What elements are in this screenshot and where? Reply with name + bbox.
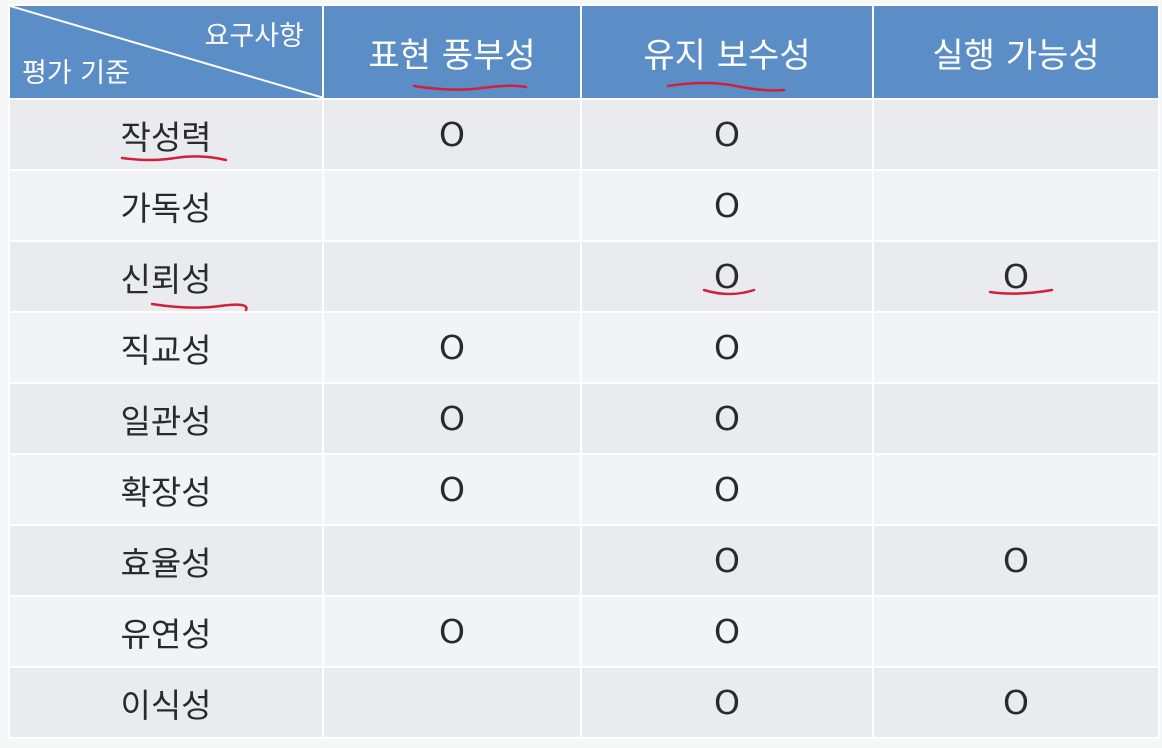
table-row: 일관성 O O <box>8 382 1160 455</box>
row-label: 유연성 <box>120 614 212 654</box>
mark-cell <box>872 169 1160 242</box>
mark-cell: O <box>322 382 582 455</box>
table-row: 신뢰성 O O <box>8 240 1160 313</box>
check-mark: O <box>1003 257 1029 296</box>
mark-cell: O <box>322 311 582 384</box>
column-header-executability: 실행 가능성 <box>872 4 1160 100</box>
row-label: 가독성 <box>120 188 212 228</box>
mark-cell: O <box>580 524 874 597</box>
row-label: 직교성 <box>120 330 212 370</box>
mark-cell: O <box>580 453 874 526</box>
table-row: 효율성 O O <box>8 524 1160 597</box>
column-header-label: 유지 보수성 <box>643 35 811 76</box>
table-row: 작성력 O O <box>8 98 1160 171</box>
mark-cell: O <box>580 311 874 384</box>
mark-cell: O <box>872 240 1160 313</box>
check-mark: O <box>439 470 465 509</box>
mark-cell <box>322 524 582 597</box>
check-mark: O <box>439 115 465 154</box>
check-mark: O <box>439 328 465 367</box>
criteria-matrix-table: 요구사항 평가 기준 표현 풍부성 유지 보수성 실행 가능성 <box>8 4 1160 739</box>
corner-top-label: 요구사항 <box>204 21 304 52</box>
check-mark: O <box>714 186 740 225</box>
check-mark: O <box>714 399 740 438</box>
underline-annotation <box>412 84 528 91</box>
column-header-label: 표현 풍부성 <box>368 35 536 76</box>
row-label: 신뢰성 <box>120 259 212 299</box>
table-row: 확장성 O O <box>8 453 1160 526</box>
check-mark: O <box>714 328 740 367</box>
corner-header-cell: 요구사항 평가 기준 <box>8 4 324 100</box>
mark-cell <box>872 595 1160 668</box>
mark-cell <box>872 311 1160 384</box>
mark-cell <box>322 169 582 242</box>
row-label: 작성력 <box>120 117 212 157</box>
row-label-cell: 작성력 <box>8 98 324 171</box>
check-mark: O <box>714 115 740 154</box>
row-label-cell: 직교성 <box>8 311 324 384</box>
mark-cell <box>872 98 1160 171</box>
check-mark: O <box>1003 683 1029 722</box>
corner-bottom-label: 평가 기준 <box>22 58 130 89</box>
mark-cell <box>872 453 1160 526</box>
row-label: 효율성 <box>120 543 212 583</box>
check-mark: O <box>439 612 465 651</box>
table-row: 직교성 O O <box>8 311 1160 384</box>
mark-cell: O <box>580 666 874 739</box>
column-header-expressiveness: 표현 풍부성 <box>322 4 582 100</box>
row-label-cell: 이식성 <box>8 666 324 739</box>
row-label-cell: 가독성 <box>8 169 324 242</box>
underline-annotation <box>666 81 786 92</box>
row-label-cell: 신뢰성 <box>8 240 324 313</box>
header-row: 요구사항 평가 기준 표현 풍부성 유지 보수성 실행 가능성 <box>8 4 1160 100</box>
check-mark: O <box>714 541 740 580</box>
diagonal-divider <box>11 7 321 97</box>
row-label-cell: 일관성 <box>8 382 324 455</box>
table-row: 이식성 O O <box>8 666 1160 739</box>
row-label: 일관성 <box>120 401 212 441</box>
check-mark: O <box>439 399 465 438</box>
check-mark: O <box>714 470 740 509</box>
check-mark: O <box>714 612 740 651</box>
table-body: 작성력 O O 가독성 O 신뢰성 <box>8 98 1160 739</box>
row-label-cell: 유연성 <box>8 595 324 668</box>
check-mark: O <box>1003 541 1029 580</box>
mark-cell: O <box>322 595 582 668</box>
row-label: 이식성 <box>120 685 212 725</box>
check-mark: O <box>714 683 740 722</box>
mark-cell: O <box>322 453 582 526</box>
mark-cell: O <box>580 169 874 242</box>
column-header-maintainability: 유지 보수성 <box>580 4 874 100</box>
mark-cell <box>322 666 582 739</box>
mark-cell <box>322 240 582 313</box>
mark-cell: O <box>580 240 874 313</box>
mark-cell: O <box>872 524 1160 597</box>
row-label-cell: 확장성 <box>8 453 324 526</box>
mark-cell: O <box>322 98 582 171</box>
row-label-cell: 효율성 <box>8 524 324 597</box>
check-mark: O <box>714 257 740 296</box>
mark-cell: O <box>580 98 874 171</box>
mark-cell: O <box>872 666 1160 739</box>
mark-cell <box>872 382 1160 455</box>
table-row: 유연성 O O <box>8 595 1160 668</box>
mark-cell: O <box>580 382 874 455</box>
row-label: 확장성 <box>120 472 212 512</box>
mark-cell: O <box>580 595 874 668</box>
column-header-label: 실행 가능성 <box>932 35 1100 76</box>
table-row: 가독성 O <box>8 169 1160 242</box>
